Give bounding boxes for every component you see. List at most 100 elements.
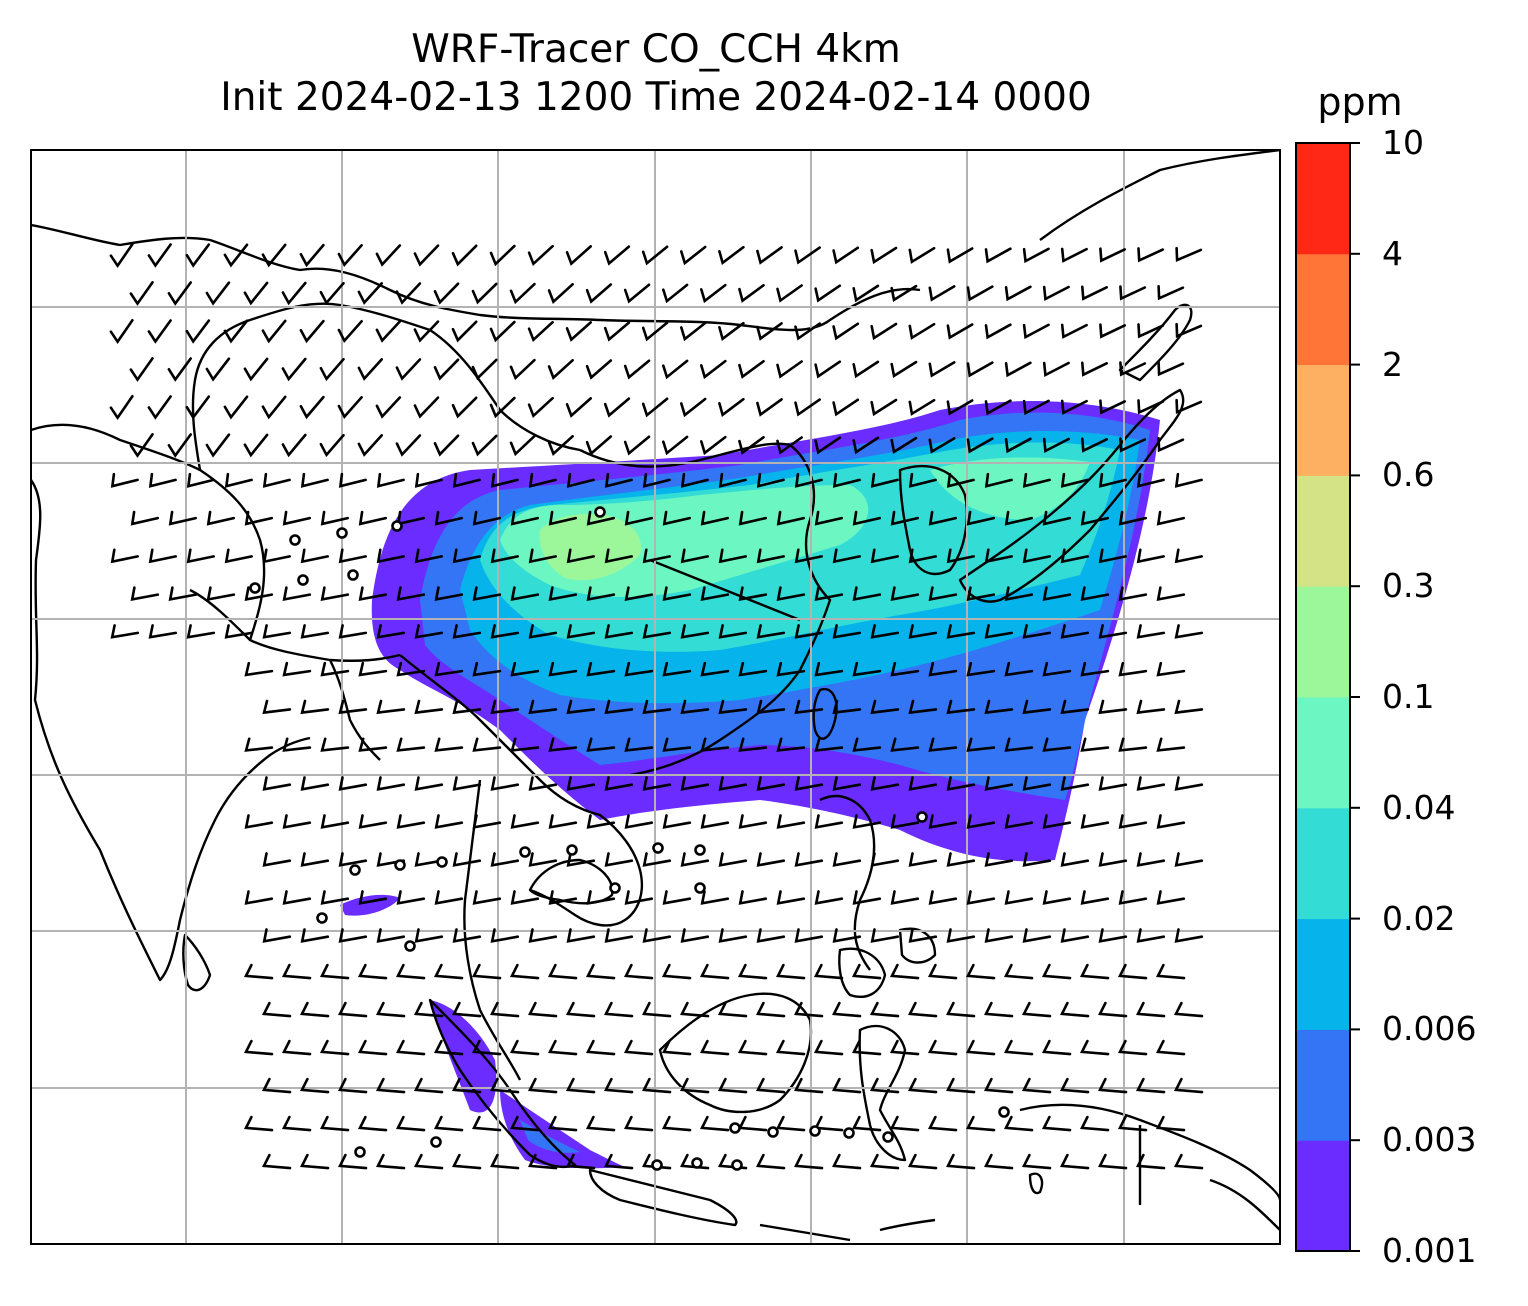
wind-barb — [604, 472, 633, 488]
wind-barb — [223, 243, 249, 268]
wind-barb — [566, 548, 595, 564]
wind-barb — [662, 737, 692, 752]
wind-barb — [946, 852, 976, 867]
wind-barb — [1099, 247, 1126, 263]
wind-barb — [1136, 928, 1166, 943]
wind-barb — [1004, 586, 1034, 602]
wind-barb — [185, 319, 211, 344]
wind-barb — [908, 699, 938, 715]
wind-barb — [434, 661, 464, 677]
wind-barb — [624, 661, 654, 677]
wind-barb — [358, 661, 388, 677]
wind-barb — [1041, 963, 1072, 980]
wind-barb — [776, 586, 806, 602]
wind-barb — [738, 814, 768, 829]
wind-barb — [1003, 963, 1034, 980]
wind-barb — [756, 776, 786, 791]
wind-barb — [148, 548, 177, 564]
wind-barb — [852, 586, 882, 602]
wind-barb — [1098, 624, 1128, 639]
calm-wind-marker — [391, 520, 403, 532]
wind-barb — [451, 320, 478, 343]
wind-barb — [566, 472, 595, 488]
wind-barb — [490, 928, 520, 943]
wind-barb — [966, 814, 996, 829]
wind-barb — [509, 1115, 540, 1132]
wind-barb — [452, 699, 482, 715]
wind-barb — [243, 1115, 274, 1132]
wind-barb — [946, 247, 974, 264]
wind-barb — [261, 319, 287, 344]
wind-barb — [908, 776, 938, 791]
wind-barb — [1042, 737, 1072, 752]
wind-barb — [623, 359, 651, 380]
wind-barb — [966, 285, 994, 302]
wind-barb — [509, 434, 536, 457]
wind-barb — [908, 472, 937, 488]
wind-barb — [1022, 852, 1052, 867]
wind-barb — [224, 548, 253, 564]
wind-barb — [1079, 1115, 1110, 1132]
wind-barb — [945, 1001, 976, 1018]
wind-barb — [700, 890, 730, 905]
wind-barb — [206, 510, 235, 526]
wind-barb — [1156, 510, 1185, 526]
wind-barb — [224, 472, 253, 488]
wind-barb — [527, 1077, 558, 1094]
wind-barb — [1080, 586, 1110, 602]
wind-barb — [928, 361, 956, 378]
wind-barb — [624, 890, 654, 905]
wind-barb — [1097, 1153, 1128, 1170]
wind-barb — [490, 624, 520, 639]
wind-barb — [662, 890, 692, 905]
wind-barb — [300, 548, 329, 564]
wind-barb — [414, 776, 444, 791]
wind-barb — [1098, 852, 1128, 867]
wind-barb — [414, 852, 444, 867]
wind-barb — [662, 814, 692, 829]
wind-barb — [299, 1153, 330, 1170]
wind-barb — [376, 776, 406, 791]
wind-barb — [509, 963, 540, 980]
wind-barb — [642, 776, 672, 791]
wind-barb — [756, 624, 786, 639]
wind-barb — [946, 699, 976, 715]
wind-barb — [700, 510, 729, 526]
wind-barb — [984, 472, 1013, 488]
wind-barb — [756, 398, 783, 417]
wind-barb — [586, 890, 616, 905]
wind-barb — [205, 357, 231, 382]
wind-barb — [738, 284, 765, 303]
wind-barb — [852, 360, 880, 379]
wind-barb — [167, 433, 192, 458]
wind-barb — [451, 396, 478, 419]
wind-barb — [832, 776, 862, 791]
wind-barb — [1156, 586, 1186, 602]
wind-barb — [1156, 737, 1186, 752]
wind-barb — [1156, 661, 1186, 677]
wind-barb — [1174, 776, 1204, 791]
wind-barb — [738, 890, 768, 905]
wind-barb — [565, 397, 592, 418]
wind-barb — [814, 510, 843, 526]
wind-barb — [414, 928, 444, 943]
wind-barb — [814, 890, 844, 905]
wind-barb — [395, 963, 426, 980]
wind-barb — [585, 1115, 616, 1132]
wind-barb — [642, 624, 672, 639]
wind-barb — [433, 282, 460, 305]
wind-barb — [890, 284, 918, 303]
wind-barb — [109, 395, 134, 421]
wind-barb — [623, 283, 651, 304]
wind-barb — [262, 699, 292, 715]
wind-barb — [718, 397, 745, 417]
wind-barb — [870, 246, 898, 265]
wind-barb — [319, 281, 345, 306]
title-line-1: WRF-Tracer CO_CCH 4km — [411, 27, 901, 72]
wind-barb — [451, 1001, 482, 1018]
wind-barb — [756, 472, 785, 488]
wind-barb — [738, 436, 765, 455]
wind-barb — [337, 1153, 368, 1170]
wind-barb — [320, 661, 350, 677]
wind-barb — [1080, 814, 1110, 829]
